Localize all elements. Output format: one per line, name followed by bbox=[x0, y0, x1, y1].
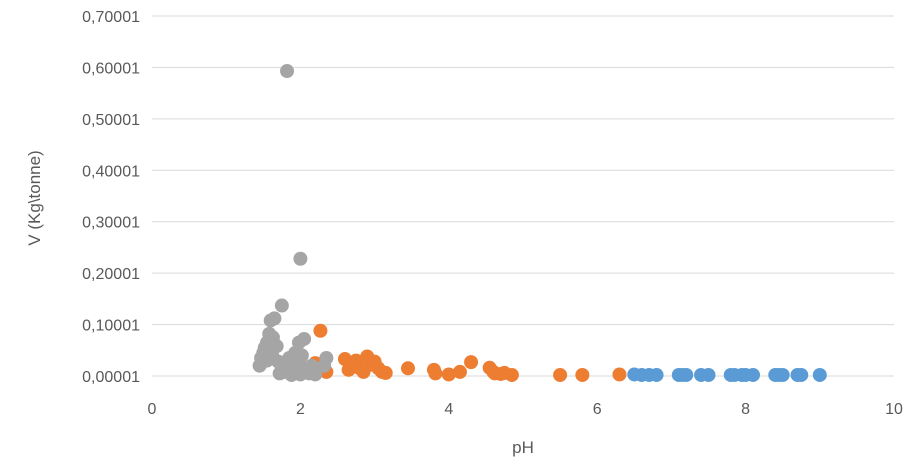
y-axis-title: V (Kg\tonne) bbox=[25, 150, 44, 245]
data-point-blue bbox=[746, 367, 761, 382]
data-point-orange bbox=[400, 361, 415, 376]
y-tick-label: 0,10001 bbox=[82, 318, 140, 335]
data-point-orange bbox=[504, 367, 519, 382]
data-point-orange bbox=[575, 367, 590, 382]
x-tick-label: 2 bbox=[296, 401, 305, 418]
data-point-orange bbox=[452, 364, 467, 379]
x-tick-label: 10 bbox=[885, 401, 903, 418]
x-tick-label: 0 bbox=[148, 401, 157, 418]
data-point-blue bbox=[794, 367, 809, 382]
x-tick-label: 6 bbox=[593, 401, 602, 418]
data-point-gray bbox=[308, 367, 323, 382]
data-points bbox=[252, 64, 827, 382]
y-tick-label: 0,40001 bbox=[82, 163, 140, 180]
data-point-blue bbox=[679, 367, 694, 382]
y-tick-label: 0,20001 bbox=[82, 266, 140, 283]
data-point-gray bbox=[317, 358, 332, 373]
data-point-orange bbox=[428, 366, 443, 381]
data-point-gray bbox=[280, 64, 295, 79]
y-tick-label: 0,70001 bbox=[82, 9, 140, 26]
x-tick-label: 8 bbox=[741, 401, 750, 418]
gridlines bbox=[152, 15, 894, 377]
data-point-blue bbox=[649, 367, 664, 382]
data-point-orange bbox=[313, 323, 328, 338]
y-tick-label: 0,60001 bbox=[82, 60, 140, 77]
data-point-blue bbox=[701, 367, 716, 382]
y-tick-label: 0,00001 bbox=[82, 369, 140, 386]
data-point-gray bbox=[294, 348, 309, 363]
data-point-gray bbox=[287, 363, 302, 378]
data-point-orange bbox=[553, 367, 568, 382]
data-point-orange bbox=[441, 367, 456, 382]
x-tick-label: 4 bbox=[444, 401, 453, 418]
data-point-orange bbox=[464, 355, 479, 370]
data-point-gray bbox=[293, 251, 308, 266]
data-point-gray bbox=[274, 298, 289, 313]
y-tick-label: 0,50001 bbox=[82, 112, 140, 129]
data-point-gray bbox=[297, 331, 312, 346]
data-point-blue bbox=[775, 367, 790, 382]
x-axis-title: pH bbox=[512, 438, 534, 457]
data-point-orange bbox=[378, 365, 393, 380]
data-point-gray bbox=[274, 358, 289, 373]
tick-labels: 0,00001 0,10001 0,20001 0,30001 0,40001 0,500… bbox=[82, 9, 903, 418]
data-point-gray bbox=[263, 313, 278, 328]
data-point-orange bbox=[612, 367, 627, 382]
data-point-blue bbox=[812, 367, 827, 382]
y-tick-label: 0,30001 bbox=[82, 215, 140, 232]
